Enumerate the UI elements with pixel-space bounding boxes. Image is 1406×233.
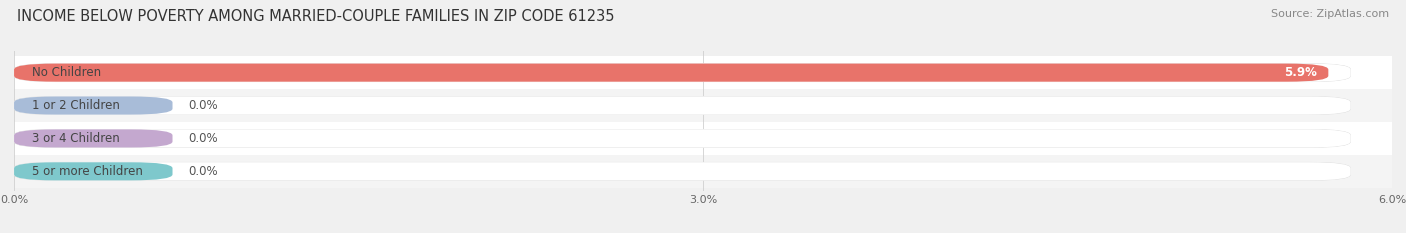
FancyBboxPatch shape [14,96,173,115]
Text: 0.0%: 0.0% [188,132,218,145]
Bar [14,122,1392,155]
FancyBboxPatch shape [14,129,173,147]
FancyBboxPatch shape [14,96,1351,115]
FancyBboxPatch shape [14,162,1351,180]
FancyBboxPatch shape [14,64,1351,82]
FancyBboxPatch shape [14,162,173,180]
Text: INCOME BELOW POVERTY AMONG MARRIED-COUPLE FAMILIES IN ZIP CODE 61235: INCOME BELOW POVERTY AMONG MARRIED-COUPL… [17,9,614,24]
FancyBboxPatch shape [14,64,1351,82]
FancyBboxPatch shape [14,162,1351,180]
FancyBboxPatch shape [14,129,1351,147]
Text: Source: ZipAtlas.com: Source: ZipAtlas.com [1271,9,1389,19]
Text: 3 or 4 Children: 3 or 4 Children [32,132,120,145]
Text: 5.9%: 5.9% [1284,66,1317,79]
FancyBboxPatch shape [14,64,1329,82]
Text: 0.0%: 0.0% [188,99,218,112]
Text: 1 or 2 Children: 1 or 2 Children [32,99,121,112]
Bar [14,56,1392,89]
Text: 5 or more Children: 5 or more Children [32,165,143,178]
Text: 0.0%: 0.0% [188,165,218,178]
Bar [14,155,1392,188]
FancyBboxPatch shape [14,129,1351,147]
FancyBboxPatch shape [14,96,1351,115]
Text: No Children: No Children [32,66,101,79]
Bar [14,89,1392,122]
